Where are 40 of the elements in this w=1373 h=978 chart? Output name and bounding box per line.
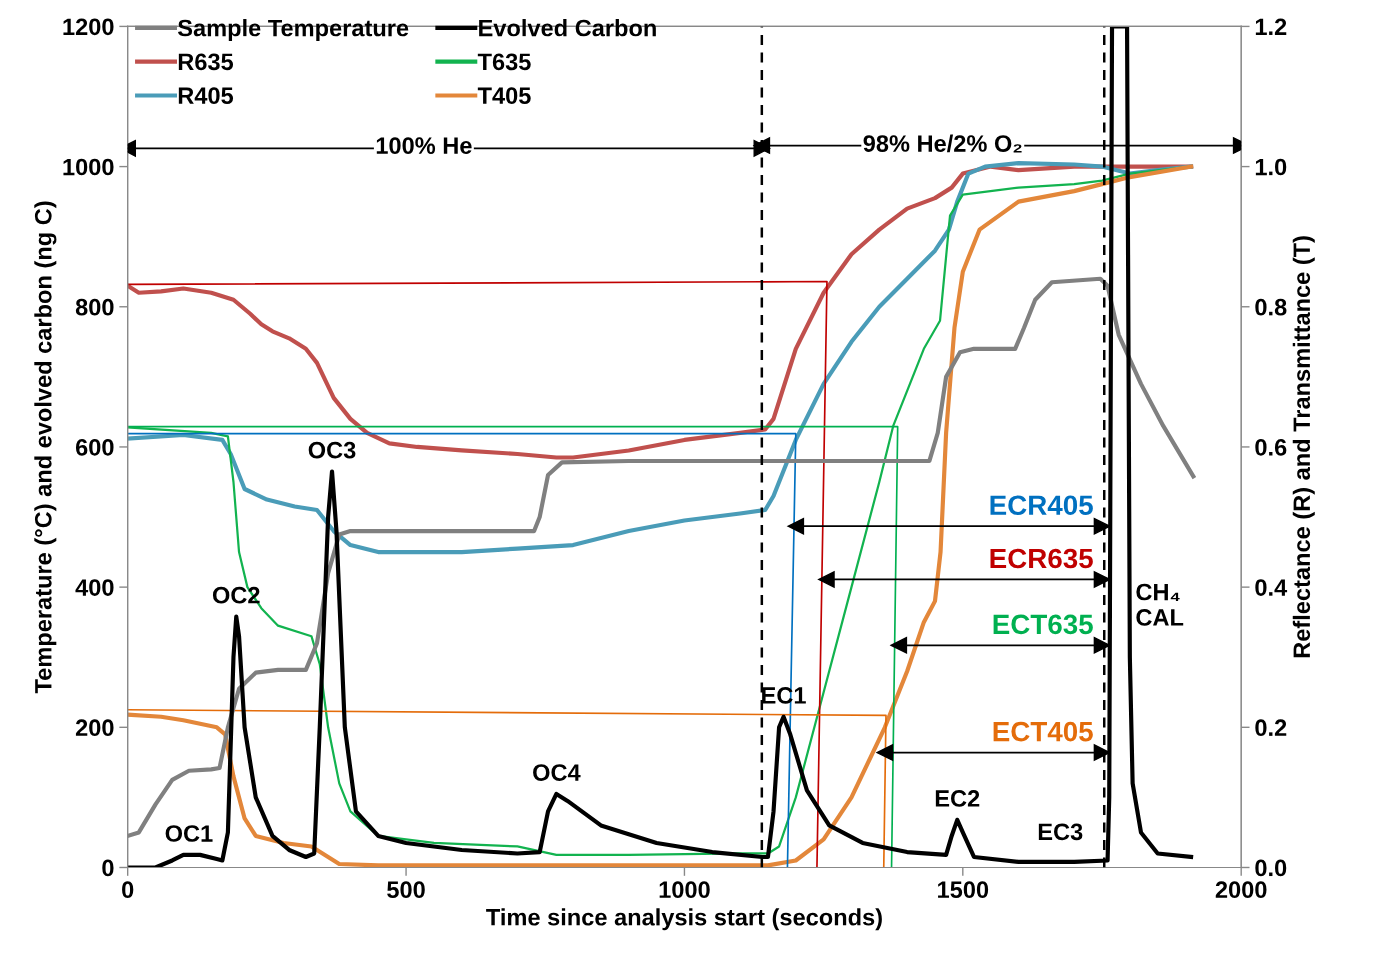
x-axis-title: Time since analysis start (seconds) [486, 908, 882, 931]
annotation: OC4 [533, 764, 581, 781]
y2-tick-label: 1.0 [1255, 158, 1287, 176]
y2-tick-label: 0.0 [1255, 859, 1287, 877]
y2-tick-label: 0.6 [1255, 439, 1287, 456]
x-tick-label: 1000 [659, 881, 710, 899]
y2-axis-title: Reflectance (R) and Transmittance (T) [1292, 236, 1315, 658]
legend-label: Sample Temperature [177, 19, 409, 42]
text: ECR405 [990, 495, 1093, 516]
y2-tick-label: 0.2 [1255, 719, 1287, 737]
y-tick-label: 1200 [63, 18, 114, 36]
y2-tick-label: 1.2 [1255, 18, 1287, 35]
legend-label: T405 [477, 87, 531, 104]
annotation: CH₄ CAL [1136, 583, 1184, 626]
annotation: OC3 [308, 441, 356, 459]
x-tick-label: 1500 [938, 881, 989, 899]
y-tick-label: 200 [75, 719, 114, 737]
text: ECT405 [993, 721, 1093, 742]
y-tick-label: 1000 [63, 158, 114, 176]
x-tick-label: 0 [122, 881, 134, 899]
legend-label: R635 [178, 53, 234, 71]
annotation: 98% He/2% O₂ [863, 134, 1022, 153]
x-tick-label: 500 [387, 881, 425, 899]
text: ECT635 [993, 614, 1093, 635]
annotation: EC3 [1038, 823, 1083, 841]
y-tick-label: 0 [102, 859, 114, 877]
text: ECR635 [990, 548, 1093, 569]
y-tick-label: 800 [75, 298, 114, 316]
annotation: 100% He [376, 137, 472, 154]
x-tick-label: 2000 [1215, 881, 1267, 899]
y2-tick-label: 0.4 [1255, 579, 1288, 596]
annotation: EC2 [935, 790, 980, 807]
y-tick-label: 400 [75, 579, 114, 596]
legend-label: Evolved Carbon [479, 19, 656, 37]
y2-tick-label: 0.8 [1255, 298, 1287, 316]
y-axis-title: Temperature (°C) and evolved carbon (ng C) [34, 201, 57, 694]
y-tick-label: 600 [75, 439, 114, 456]
legend-label: T635 [477, 53, 531, 71]
annotation: OC1 [165, 825, 213, 842]
legend-label: R405 [178, 87, 234, 104]
